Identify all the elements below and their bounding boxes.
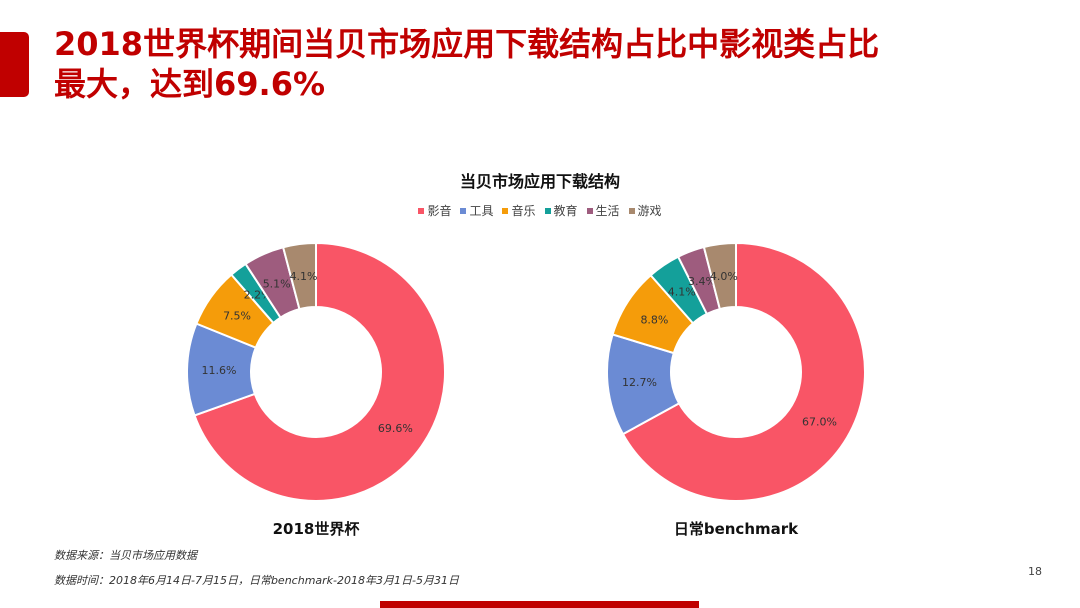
- chart-title: 当贝市场应用下载结构: [459, 172, 620, 191]
- title-accent-tab: [0, 32, 29, 97]
- donut-chart-worldcup: 69.6%11.6%7.5%2.2%5.1%4.1%: [186, 241, 446, 502]
- legend-item-life: 生活: [586, 202, 620, 219]
- slice-label-games: 4.1%: [290, 270, 318, 283]
- legend-item-video: 影音: [418, 202, 451, 219]
- slice-label-life: 5.1%: [263, 277, 291, 290]
- legend-label: 游戏: [637, 204, 662, 218]
- legend-swatch-tools: [460, 207, 467, 214]
- slide-title-line-2: 最大，达到69.6%: [54, 65, 326, 103]
- slice-label-music: 8.8%: [640, 314, 668, 327]
- slice-label-music: 7.5%: [223, 310, 251, 323]
- legend-label: 生活: [595, 204, 620, 218]
- chart-legend: 影音 工具 音乐 教育 生活 游戏: [0, 202, 1080, 219]
- legend-swatch-music: [502, 207, 509, 214]
- slice-label-life: 3.4%: [688, 275, 716, 288]
- slide-title-line-1: 2018世界杯期间当贝市场应用下载结构占比中影视类占比: [54, 25, 880, 63]
- slice-label-education: 4.1%: [668, 286, 696, 299]
- slice-label-video: 69.6%: [378, 422, 413, 435]
- legend-item-education: 教育: [544, 202, 578, 219]
- legend-item-games: 游戏: [628, 202, 662, 219]
- legend-label: 工具: [469, 204, 494, 218]
- slice-video: [193, 241, 446, 502]
- slide-title: 2018世界杯期间当贝市场应用下载结构占比中影视类占比 最大，达到69.6%: [54, 24, 1054, 104]
- legend-item-tools: 工具: [460, 202, 493, 219]
- legend-item-music: 音乐: [502, 202, 536, 219]
- legend-label: 音乐: [511, 204, 536, 218]
- slice-games: [281, 241, 317, 311]
- slice-games: [702, 241, 737, 311]
- bottom-accent-bar: [380, 601, 699, 608]
- legend-label: 教育: [553, 204, 578, 218]
- slice-label-tools: 11.6%: [202, 364, 237, 377]
- legend-swatch-education: [544, 207, 551, 214]
- legend-swatch-life: [586, 207, 593, 214]
- legend-swatch-video: [418, 207, 425, 214]
- donut-chart-benchmark: 67.0% 12.7% 8.8% 4.1%3.4%4.0%: [606, 241, 866, 502]
- slice-label-games: 4.0%: [710, 270, 738, 283]
- slice-video: [621, 241, 866, 502]
- donut-caption-worldcup: 2018世界杯: [272, 520, 360, 538]
- slice-label-tools: 12.7%: [622, 376, 657, 389]
- legend-label: 影音: [427, 204, 452, 218]
- page-number: 18: [1028, 565, 1042, 578]
- data-period-note: 数据时间：2018年6月14日-7月15日，日常benchmark-2018年3…: [54, 574, 459, 587]
- legend-swatch-games: [628, 207, 635, 214]
- slice-label-video: 67.0%: [802, 415, 837, 428]
- donut-caption-benchmark: 日常benchmark: [673, 520, 799, 538]
- data-source-note: 数据来源：当贝市场应用数据: [54, 549, 197, 562]
